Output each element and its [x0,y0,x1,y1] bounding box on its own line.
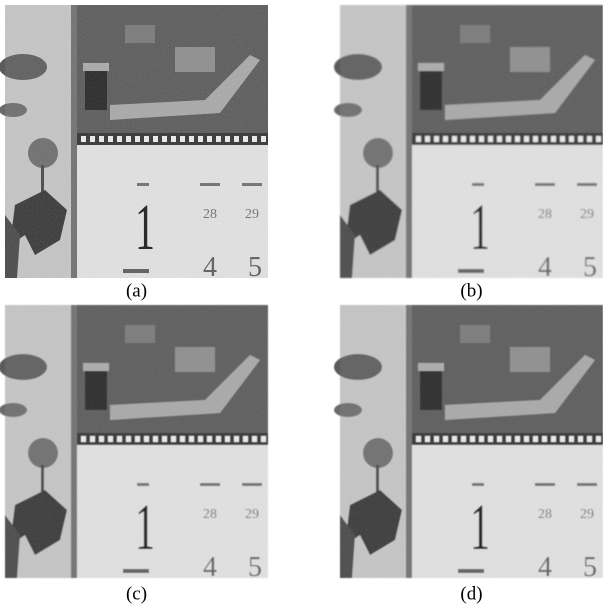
calendar-date: 5 [583,252,597,283]
panel-label: (a) [126,280,147,301]
dash [535,183,555,186]
panel-label: (b) [460,280,482,301]
calendar-date: 5 [248,552,262,583]
calendar-date: 4 [538,552,552,583]
calendar-date: 28 [538,207,552,222]
dash [535,483,555,486]
calendar-day: 1 [135,191,155,264]
dash [200,183,220,186]
dash [137,483,149,486]
dash [577,183,597,186]
dash [472,483,484,486]
dash [137,183,149,186]
calendar-day: 1 [470,191,490,264]
dash [123,569,149,573]
calendar-day: 1 [470,491,490,564]
dash [458,569,484,573]
dash [458,269,484,273]
panel-label: (d) [460,583,482,604]
panel-label: (c) [126,583,147,604]
calendar-date: 4 [203,552,217,583]
calendar-date: 4 [538,252,552,283]
calendar-date: 4 [203,252,217,283]
dash [242,183,262,186]
dash [123,269,149,273]
calendar-date: 28 [203,207,217,222]
dash [577,483,597,486]
dash [200,483,220,486]
calendar-date: 5 [248,252,262,283]
calendar-day: 1 [135,491,155,564]
calendar-date: 28 [538,507,552,522]
calendar-date: 29 [580,507,594,522]
calendar-date: 29 [245,207,259,222]
calendar-date: 5 [583,552,597,583]
figure: 1282945(a)1282945(b)1282945(c)1282945(d) [0,0,603,608]
calendar-date: 28 [203,507,217,522]
dash [242,483,262,486]
calendar-date: 29 [245,507,259,522]
dash [472,183,484,186]
calendar-date: 29 [580,207,594,222]
